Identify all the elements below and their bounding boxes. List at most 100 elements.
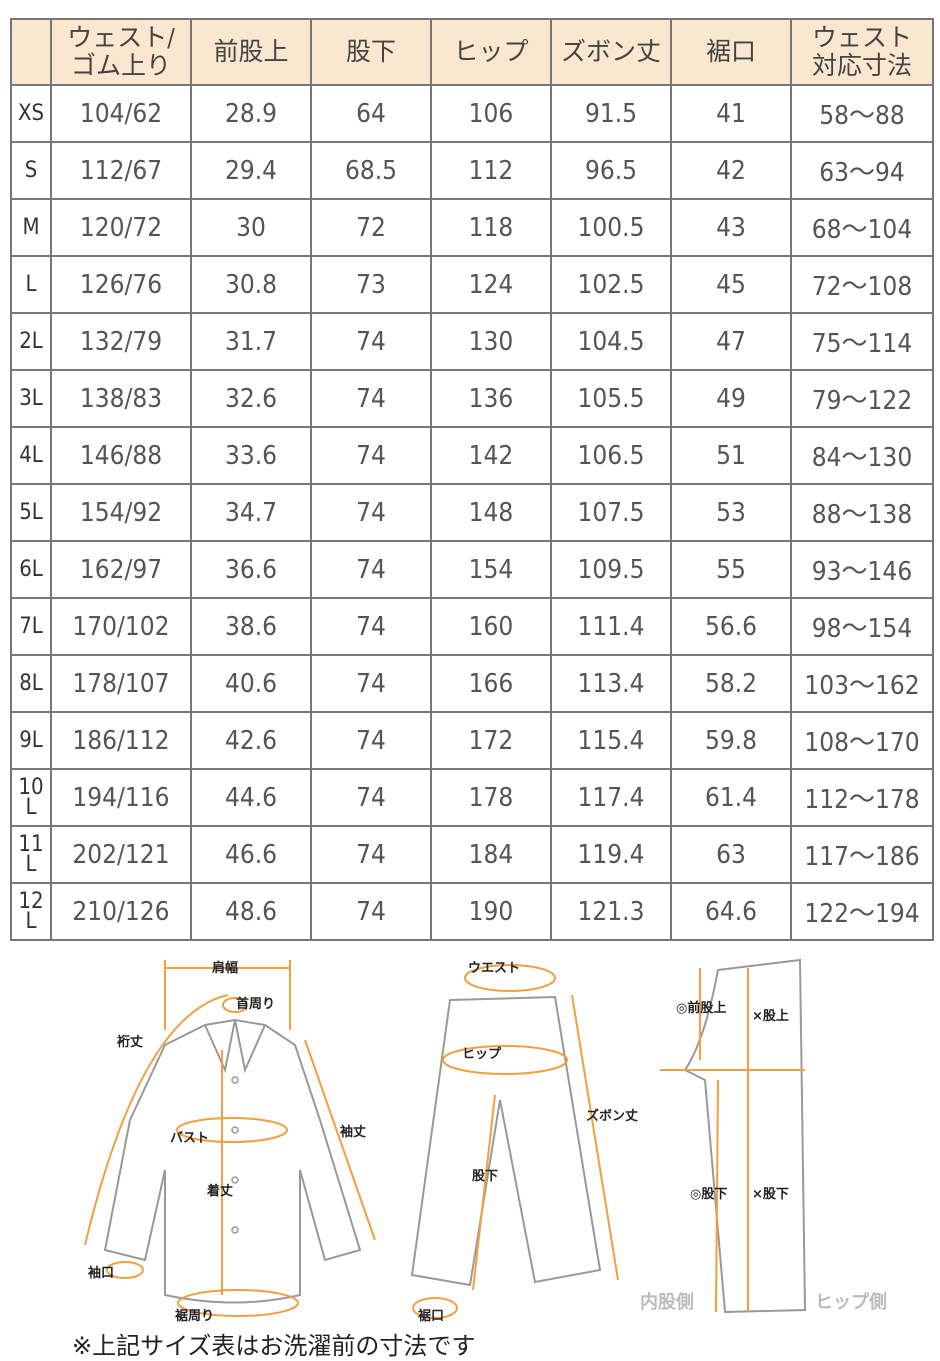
size-cell: 6L xyxy=(10,540,52,599)
value-cell: 29.4 xyxy=(190,141,312,200)
label-inseam-ok: ◎股下 xyxy=(690,1187,727,1202)
value-cell: 104/62 xyxy=(50,84,192,143)
table-row: 6L 162/97 36.6 74 154 109.5 55 93～146 xyxy=(10,540,934,599)
size-cell: M xyxy=(10,198,52,257)
column-header: ウェスト/ゴム上り xyxy=(50,18,192,86)
value-cell: 111.4 xyxy=(550,597,672,656)
label-sleeve: 袖丈 xyxy=(340,1124,366,1140)
value-cell: 166 xyxy=(430,654,552,713)
label-neck: 首周り xyxy=(236,996,275,1012)
label-hem: 裾周り xyxy=(175,1308,214,1324)
column-header xyxy=(10,18,52,86)
value-cell: 100.5 xyxy=(550,198,672,257)
size-cell: 4L xyxy=(10,426,52,485)
size-cell: 2L xyxy=(10,312,52,371)
table-row: 12L 210/126 48.6 74 190 121.3 64.6 122～194 xyxy=(10,882,934,941)
table-row: L 126/76 30.8 73 124 102.5 45 72～108 xyxy=(10,255,934,314)
size-cell: S xyxy=(10,141,52,200)
value-cell: 202/121 xyxy=(50,825,192,884)
value-cell: 132/79 xyxy=(50,312,192,371)
value-cell: 38.6 xyxy=(190,597,312,656)
value-cell: 61.4 xyxy=(670,768,792,827)
value-cell: 120/72 xyxy=(50,198,192,257)
value-cell: 75～114 xyxy=(790,312,934,371)
label-shoulder: 肩幅 xyxy=(212,960,238,976)
value-cell: 210/126 xyxy=(50,882,192,941)
pants-measure-lines xyxy=(412,964,619,1319)
value-cell: 28.9 xyxy=(190,84,312,143)
value-cell: 184 xyxy=(430,825,552,884)
column-header: ウェスト 対応寸法 xyxy=(790,18,934,86)
value-cell: 102.5 xyxy=(550,255,672,314)
shirt-buttons xyxy=(231,1076,239,1234)
value-cell: 74 xyxy=(310,768,432,827)
value-cell: 58.2 xyxy=(670,654,792,713)
shirt-outline xyxy=(103,1018,362,1304)
value-cell: 154/92 xyxy=(50,483,192,542)
value-cell: 45 xyxy=(670,255,792,314)
value-cell: 40.6 xyxy=(190,654,312,713)
value-cell: 91.5 xyxy=(550,84,672,143)
table-row: 8L 178/107 40.6 74 166 113.4 58.2 103～162 xyxy=(10,654,934,713)
size-cell: 3L xyxy=(10,369,52,428)
value-cell: 96.5 xyxy=(550,141,672,200)
value-cell: 74 xyxy=(310,312,432,371)
table-row: 5L 154/92 34.7 74 148 107.5 53 88～138 xyxy=(10,483,934,542)
value-cell: 30.8 xyxy=(190,255,312,314)
value-cell: 190 xyxy=(430,882,552,941)
value-cell: 74 xyxy=(310,597,432,656)
size-cell: 10L xyxy=(10,768,52,827)
pants-outline xyxy=(410,995,602,1287)
value-cell: 53 xyxy=(670,483,792,542)
value-cell: 42 xyxy=(670,141,792,200)
value-cell: 154 xyxy=(430,540,552,599)
value-cell: 136 xyxy=(430,369,552,428)
label-inseam: 股下 xyxy=(472,1169,498,1184)
label-pants-hem: 裾口 xyxy=(418,1308,444,1324)
value-cell: 72 xyxy=(310,198,432,257)
size-cell: 12L xyxy=(10,882,52,941)
value-cell: 44.6 xyxy=(190,768,312,827)
value-cell: 41 xyxy=(670,84,792,143)
table-row: 2L 132/79 31.7 74 130 104.5 47 75～114 xyxy=(10,312,934,371)
value-cell: 74 xyxy=(310,483,432,542)
value-cell: 138/83 xyxy=(50,369,192,428)
value-cell: 79～122 xyxy=(790,369,934,428)
value-cell: 121.3 xyxy=(550,882,672,941)
table-row: 4L 146/88 33.6 74 142 106.5 51 84～130 xyxy=(10,426,934,485)
label-inseam-ng: ×股下 xyxy=(752,1187,789,1202)
value-cell: 74 xyxy=(310,540,432,599)
size-cell: XS xyxy=(10,84,52,143)
value-cell: 98～154 xyxy=(790,597,934,656)
value-cell: 73 xyxy=(310,255,432,314)
label-length: 着丈 xyxy=(206,1183,233,1199)
table-row: S 112/67 29.4 68.5 112 96.5 42 63～94 xyxy=(10,141,934,200)
size-cell: L xyxy=(10,255,52,314)
value-cell: 48.6 xyxy=(190,882,312,941)
value-cell: 117～186 xyxy=(790,825,934,884)
value-cell: 146/88 xyxy=(50,426,192,485)
value-cell: 84～130 xyxy=(790,426,934,485)
shirt-measure-lines xyxy=(84,960,376,1317)
value-cell: 160 xyxy=(430,597,552,656)
value-cell: 33.6 xyxy=(190,426,312,485)
side-outline xyxy=(683,958,807,1314)
label-hip: ヒップ xyxy=(462,1047,502,1062)
value-cell: 148 xyxy=(430,483,552,542)
size-cell: 11L xyxy=(10,825,52,884)
value-cell: 194/116 xyxy=(50,768,192,827)
value-cell: 51 xyxy=(670,426,792,485)
size-cell: 5L xyxy=(10,483,52,542)
value-cell: 105.5 xyxy=(550,369,672,428)
value-cell: 46.6 xyxy=(190,825,312,884)
value-cell: 49 xyxy=(670,369,792,428)
label-hip-side: ヒップ側 xyxy=(815,1291,887,1313)
value-cell: 170/102 xyxy=(50,597,192,656)
value-cell: 88～138 xyxy=(790,483,934,542)
value-cell: 55 xyxy=(670,540,792,599)
value-cell: 64.6 xyxy=(670,882,792,941)
value-cell: 112～178 xyxy=(790,768,934,827)
value-cell: 104.5 xyxy=(550,312,672,371)
value-cell: 113.4 xyxy=(550,654,672,713)
table-row: 11L 202/121 46.6 74 184 119.4 63 117～186 xyxy=(10,825,934,884)
